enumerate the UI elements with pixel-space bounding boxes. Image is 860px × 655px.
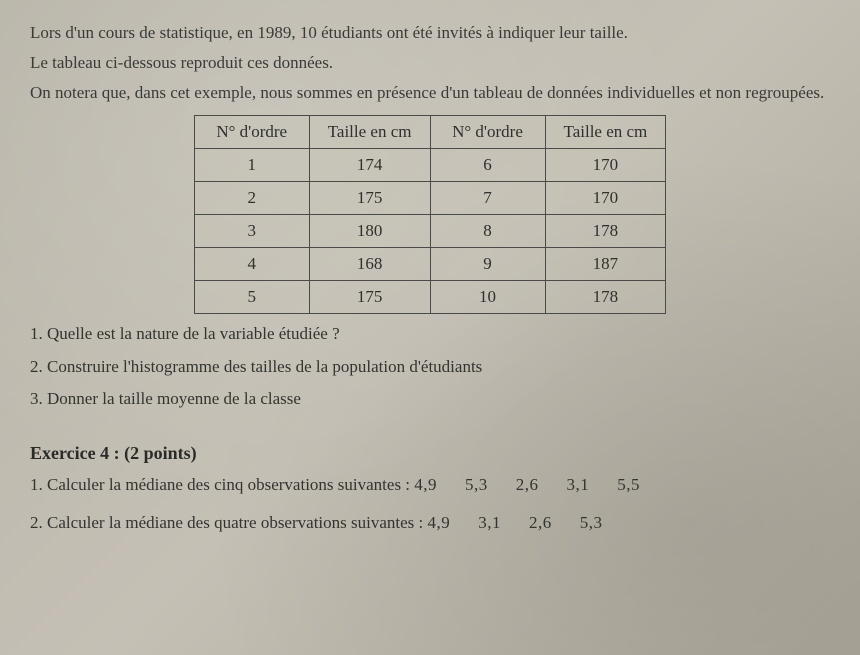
cell: 2	[194, 182, 309, 215]
ex4-q1-obs: 5,5	[617, 475, 640, 494]
header-col4: Taille en cm	[545, 116, 666, 149]
data-table-wrap: N° d'ordre Taille en cm N° d'ordre Taill…	[30, 115, 830, 314]
questions-block: 1. Quelle est la nature de la variable é…	[30, 318, 830, 415]
cell: 187	[545, 248, 666, 281]
cell: 4	[194, 248, 309, 281]
intro-line-3: On notera que, dans cet exemple, nous so…	[30, 78, 830, 108]
cell: 170	[545, 182, 666, 215]
intro-line-1: Lors d'un cours de statistique, en 1989,…	[30, 18, 830, 48]
ex4-q1-obs: 5,3	[465, 475, 488, 494]
exercice4-points: (2 points)	[124, 443, 197, 463]
ex4-q2-obs: 2,6	[529, 513, 552, 532]
ex4-q2-obs: 5,3	[580, 513, 603, 532]
exercice4-header: Exercice 4 : (2 points)	[30, 443, 830, 464]
question-3: 3. Donner la taille moyenne de la classe	[30, 383, 830, 415]
table-row: 4 168 9 187	[194, 248, 666, 281]
cell: 6	[430, 149, 545, 182]
ex4-q2-obs: 3,1	[478, 513, 501, 532]
cell: 178	[545, 281, 666, 314]
question-2: 2. Construire l'histogramme des tailles …	[30, 351, 830, 383]
ex4-q1-obs: 2,6	[516, 475, 539, 494]
cell: 180	[309, 215, 430, 248]
exercice4-questions: 1. Calculer la médiane des cinq observat…	[30, 468, 830, 540]
cell: 7	[430, 182, 545, 215]
exercice4-title: Exercice 4 :	[30, 443, 120, 463]
cell: 174	[309, 149, 430, 182]
intro-paragraph: Lors d'un cours de statistique, en 1989,…	[30, 18, 830, 107]
cell: 170	[545, 149, 666, 182]
ex4-q1-obs: 3,1	[567, 475, 590, 494]
ex4-q1-text: 1. Calculer la médiane des cinq observat…	[30, 475, 410, 494]
cell: 9	[430, 248, 545, 281]
table-row: 3 180 8 178	[194, 215, 666, 248]
cell: 168	[309, 248, 430, 281]
table-header-row: N° d'ordre Taille en cm N° d'ordre Taill…	[194, 116, 666, 149]
ex4-q2-obs: 4,9	[428, 513, 451, 532]
header-col3: N° d'ordre	[430, 116, 545, 149]
heights-table: N° d'ordre Taille en cm N° d'ordre Taill…	[194, 115, 667, 314]
header-col2: Taille en cm	[309, 116, 430, 149]
intro-line-2: Le tableau ci-dessous reproduit ces donn…	[30, 48, 830, 78]
cell: 1	[194, 149, 309, 182]
table-row: 1 174 6 170	[194, 149, 666, 182]
ex4-q1-obs: 4,9	[414, 475, 437, 494]
question-1: 1. Quelle est la nature de la variable é…	[30, 318, 830, 350]
cell: 8	[430, 215, 545, 248]
cell: 175	[309, 281, 430, 314]
ex4-question-2: 2. Calculer la médiane des quatre observ…	[30, 506, 830, 540]
cell: 3	[194, 215, 309, 248]
table-row: 2 175 7 170	[194, 182, 666, 215]
ex4-q2-text: 2. Calculer la médiane des quatre observ…	[30, 513, 423, 532]
cell: 175	[309, 182, 430, 215]
ex4-question-1: 1. Calculer la médiane des cinq observat…	[30, 468, 830, 502]
cell: 5	[194, 281, 309, 314]
cell: 178	[545, 215, 666, 248]
table-row: 5 175 10 178	[194, 281, 666, 314]
header-col1: N° d'ordre	[194, 116, 309, 149]
cell: 10	[430, 281, 545, 314]
